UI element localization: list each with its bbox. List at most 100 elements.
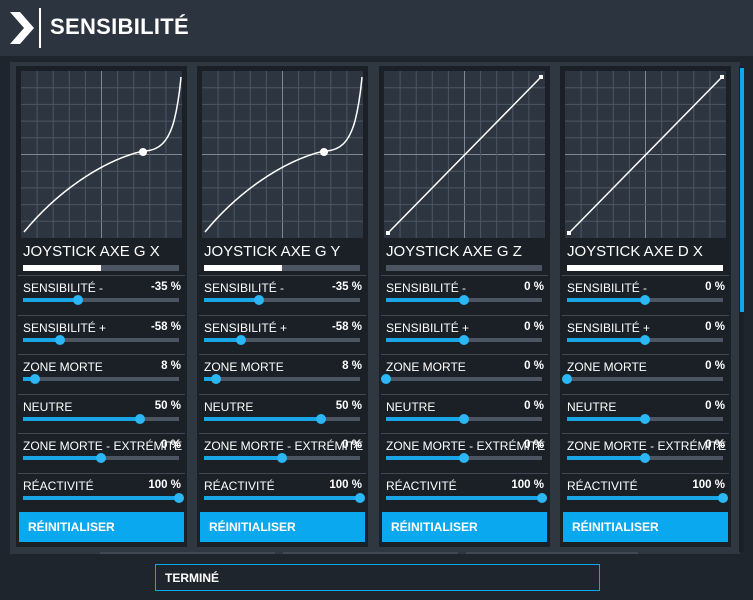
- setting-value: -58 %: [331, 320, 362, 333]
- slider-handle[interactable]: [355, 492, 365, 503]
- axis-name: JOYSTICK AXE G Y: [204, 243, 341, 260]
- row-divider: [18, 275, 185, 276]
- setting-label: NEUTRE: [567, 399, 617, 414]
- response-curve-graph: [202, 71, 363, 238]
- slider-handle[interactable]: [277, 453, 287, 463]
- setting-slider[interactable]: [567, 413, 723, 424]
- setting-label: SENSIBILITÉ +: [567, 320, 651, 335]
- slider-handle[interactable]: [174, 492, 184, 503]
- row-divider: [199, 275, 366, 276]
- slider-handle[interactable]: [381, 374, 391, 384]
- slider-handle[interactable]: [640, 295, 650, 305]
- setting-label: ZONE MORTE: [23, 360, 103, 374]
- slider-fill: [204, 456, 282, 460]
- slider-fill: [567, 416, 645, 421]
- axis-name: JOYSTICK AXE G Z: [386, 243, 522, 260]
- setting-slider[interactable]: [23, 413, 179, 424]
- slider-fill: [386, 298, 464, 302]
- row-divider: [199, 472, 366, 474]
- setting-value: 100 %: [511, 478, 544, 491]
- slider-handle[interactable]: [459, 453, 469, 463]
- axis-input-bar: [567, 265, 723, 271]
- setting-label: SENSIBILITÉ +: [23, 320, 107, 335]
- setting-row: RÉACTIVITÉ 100 %: [379, 472, 550, 512]
- slider-handle[interactable]: [562, 374, 572, 384]
- reset-button[interactable]: RÉINITIALISER: [382, 512, 547, 542]
- slider-handle[interactable]: [316, 413, 326, 424]
- slider-handle[interactable]: [640, 453, 650, 463]
- slider-handle[interactable]: [640, 413, 650, 424]
- setting-slider[interactable]: [567, 334, 723, 345]
- slider-handle[interactable]: [537, 492, 547, 503]
- slider-fill: [23, 337, 61, 342]
- footer-divider: [283, 552, 458, 554]
- setting-row: SENSIBILITÉ + -58 %: [16, 314, 187, 354]
- setting-slider[interactable]: [386, 492, 547, 503]
- slider-fill: [204, 495, 360, 500]
- slider-handle[interactable]: [459, 334, 469, 345]
- setting-row: RÉACTIVITÉ 100 %: [560, 472, 731, 512]
- setting-row: ZONE MORTE - EXTRÉMITÉ 0 %: [16, 433, 187, 472]
- setting-slider[interactable]: [23, 374, 179, 384]
- slider-handle[interactable]: [96, 453, 106, 463]
- scrollbar-thumb[interactable]: [740, 68, 744, 312]
- setting-slider[interactable]: [562, 374, 723, 384]
- slider-fill: [386, 416, 464, 421]
- setting-slider[interactable]: [567, 295, 723, 305]
- slider-handle[interactable]: [459, 295, 469, 305]
- row-divider: [18, 354, 185, 355]
- setting-slider[interactable]: [204, 453, 360, 463]
- row-divider: [562, 472, 729, 474]
- reset-button[interactable]: RÉINITIALISER: [200, 512, 365, 542]
- slider-handle[interactable]: [55, 334, 66, 345]
- title-bar: SENSIBILITÉ: [0, 0, 753, 56]
- reset-button[interactable]: RÉINITIALISER: [563, 512, 728, 542]
- setting-slider[interactable]: [23, 334, 179, 345]
- setting-slider[interactable]: [381, 374, 542, 384]
- setting-slider[interactable]: [204, 492, 365, 503]
- setting-value: 0 %: [524, 439, 544, 451]
- setting-slider[interactable]: [386, 334, 542, 345]
- setting-slider[interactable]: [204, 334, 360, 345]
- setting-slider[interactable]: [386, 413, 542, 424]
- setting-slider[interactable]: [204, 374, 360, 384]
- setting-slider[interactable]: [567, 453, 723, 463]
- done-button[interactable]: TERMINÉ: [155, 564, 600, 591]
- setting-row: NEUTRE 50 %: [197, 393, 368, 433]
- axis-panel: JOYSTICK AXE G X SENSIBILITÉ - -35 % SENSIB…: [16, 66, 187, 547]
- setting-slider[interactable]: [386, 453, 542, 463]
- setting-value: 0 %: [705, 439, 725, 451]
- axis-name: JOYSTICK AXE D X: [567, 243, 703, 260]
- reset-button[interactable]: RÉINITIALISER: [19, 512, 184, 542]
- slider-handle[interactable]: [459, 413, 469, 424]
- response-curve-graph: [21, 71, 182, 238]
- axis-name: JOYSTICK AXE G X: [23, 243, 160, 260]
- setting-value: 0 %: [161, 439, 181, 451]
- setting-label: SENSIBILITÉ -: [23, 281, 104, 295]
- setting-row: SENSIBILITÉ - -35 %: [16, 275, 187, 314]
- slider-handle[interactable]: [72, 295, 83, 305]
- setting-slider[interactable]: [23, 453, 179, 463]
- slider-handle[interactable]: [211, 374, 222, 384]
- setting-slider[interactable]: [567, 492, 728, 503]
- setting-slider[interactable]: [23, 492, 184, 503]
- setting-slider[interactable]: [204, 413, 360, 424]
- slider-handle[interactable]: [135, 413, 145, 424]
- setting-label: NEUTRE: [386, 399, 436, 414]
- setting-slider[interactable]: [204, 295, 360, 305]
- slider-fill: [23, 495, 179, 500]
- setting-slider[interactable]: [386, 295, 542, 305]
- slider-handle[interactable]: [30, 374, 41, 384]
- setting-value: 8 %: [161, 360, 181, 372]
- slider-handle[interactable]: [718, 492, 728, 503]
- slider-fill: [386, 456, 464, 460]
- slider-handle[interactable]: [236, 334, 247, 345]
- slider-handle[interactable]: [640, 334, 650, 345]
- axis-input-fill: [567, 265, 723, 271]
- slider-fill: [567, 495, 723, 500]
- slider-fill: [23, 416, 140, 421]
- setting-row: SENSIBILITÉ + 0 %: [560, 314, 731, 354]
- setting-label: RÉACTIVITÉ: [567, 478, 638, 493]
- slider-handle[interactable]: [253, 295, 264, 305]
- setting-slider[interactable]: [23, 295, 179, 305]
